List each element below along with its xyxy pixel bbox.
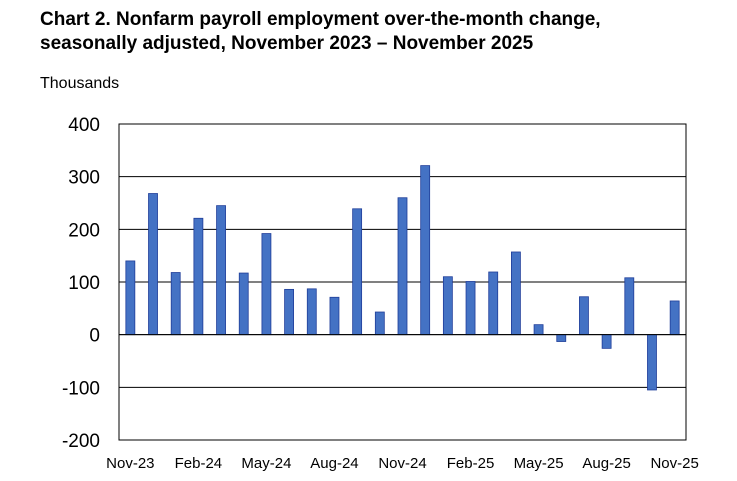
- x-tick-label: Feb-24: [175, 455, 223, 472]
- x-tick-label: May-25: [514, 455, 564, 472]
- y-axis-unit-label: Thousands: [40, 75, 120, 92]
- bar: [397, 197, 408, 336]
- bar: [647, 334, 657, 391]
- x-tick-label: Nov-25: [650, 455, 698, 472]
- y-tick-label: 100: [68, 273, 100, 294]
- bar: [261, 233, 272, 336]
- plot-frame: [118, 123, 687, 441]
- y-tick-label: 200: [68, 220, 100, 241]
- bar: [488, 271, 499, 336]
- bar: [374, 311, 385, 336]
- bar: [465, 281, 476, 336]
- bar: [125, 260, 136, 336]
- bar: [284, 288, 295, 336]
- y-tick-label: 400: [68, 115, 100, 136]
- bar: [579, 296, 589, 336]
- chart-title: Chart 2. Nonfarm payroll employment over…: [40, 8, 730, 56]
- chart-title-line-1: Chart 2. Nonfarm payroll employment over…: [40, 9, 601, 30]
- x-tick-labels: Nov-23 Feb-24 May-24 Aug-24 Nov-24 Feb-25 May-…: [106, 455, 699, 472]
- x-tick-label: Feb-25: [447, 455, 495, 472]
- bar: [556, 334, 567, 342]
- y-tick-label: 300: [68, 168, 100, 189]
- bar: [533, 324, 544, 336]
- x-tick-label: Aug-25: [582, 455, 630, 472]
- axes: [118, 123, 687, 441]
- bar: [624, 277, 635, 336]
- bar: [442, 276, 453, 336]
- bar: [420, 165, 431, 336]
- bar: [193, 217, 204, 336]
- bar: [216, 205, 226, 336]
- bar: [601, 334, 612, 349]
- bar-series: [125, 165, 680, 391]
- bar: [352, 208, 363, 336]
- x-tick-label: May-24: [241, 455, 291, 472]
- bar: [669, 300, 680, 336]
- y-tick-labels: 400 300 200 100 0 -100 -200: [62, 115, 100, 452]
- y-tick-label: -100: [62, 378, 100, 399]
- bar: [510, 251, 521, 336]
- bar: [148, 193, 158, 336]
- x-tick-label: Nov-24: [378, 455, 426, 472]
- chart-title-line-2: seasonally adjusted, November 2023 – Nov…: [40, 33, 534, 54]
- x-tick-label: Nov-23: [106, 455, 154, 472]
- bar: [329, 296, 340, 336]
- bar: [170, 272, 181, 336]
- y-tick-label: 0: [89, 326, 100, 347]
- bar: [306, 288, 317, 336]
- y-tick-label: -200: [62, 431, 100, 452]
- bar: [238, 272, 249, 336]
- x-tick-label: Aug-24: [310, 455, 358, 472]
